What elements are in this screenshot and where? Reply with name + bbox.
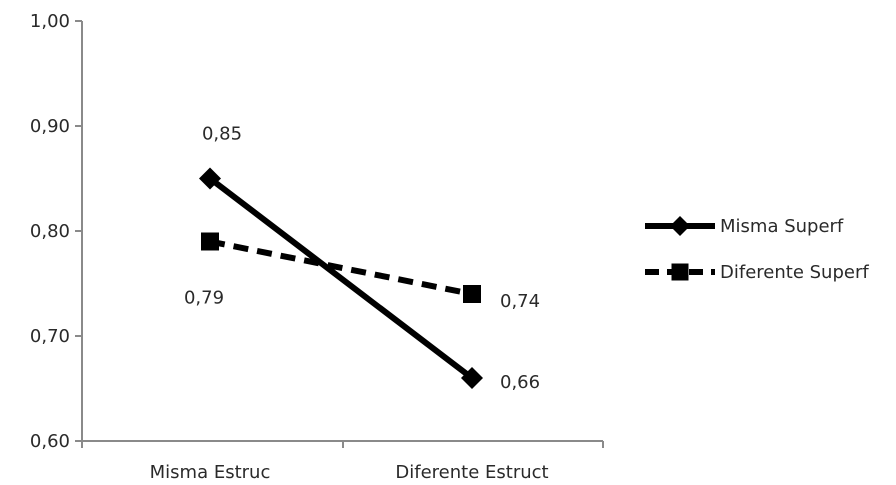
y-tick-label: 0,90 <box>30 116 70 137</box>
x-tick-label: Misma Estruc <box>150 462 271 483</box>
data-point-marker <box>199 167 221 190</box>
data-label: 0,66 <box>500 372 540 393</box>
series-misma-superf <box>199 167 483 389</box>
x-tick-label: Diferente Estruct <box>395 462 548 483</box>
data-labels: 0,85 0,66 0,79 0,74 <box>184 124 540 394</box>
axes: 1,00 0,90 0,80 0,70 0,60 Misma Estruc Diferent… <box>30 11 604 483</box>
legend-label: Diferente Superf <box>720 262 869 283</box>
legend-item: Diferente Superf <box>645 262 869 283</box>
legend-marker <box>671 263 689 281</box>
y-tick-label: 0,80 <box>30 221 70 242</box>
data-point-marker <box>463 285 481 303</box>
data-label: 0,74 <box>500 291 540 312</box>
data-label: 0,79 <box>184 288 224 309</box>
series-diferente-superf <box>201 232 481 303</box>
legend-marker <box>670 216 690 236</box>
legend-item: Misma Superf <box>645 216 844 237</box>
data-point-marker <box>201 232 219 251</box>
series-line <box>209 238 473 297</box>
y-tick-label: 0,70 <box>30 326 70 347</box>
data-label: 0,85 <box>202 124 242 145</box>
y-tick-label: 1,00 <box>30 11 70 32</box>
legend-label: Misma Superf <box>720 216 844 237</box>
series-layer <box>199 167 483 389</box>
data-point-marker <box>461 367 483 389</box>
y-tick-label: 0,60 <box>30 431 70 452</box>
legend: Misma Superf Diferente Superf <box>645 216 869 283</box>
series-line <box>208 176 474 381</box>
